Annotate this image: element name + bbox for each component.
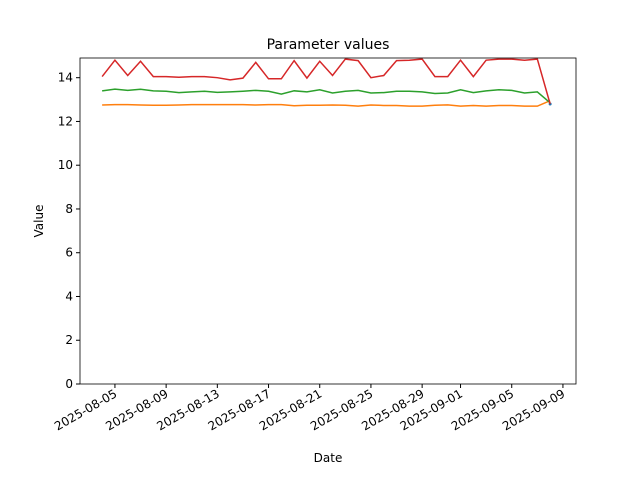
y-tick-label: 4 [65, 289, 73, 303]
series-line [102, 88, 551, 104]
y-tick-label: 6 [65, 246, 73, 260]
y-tick-label: 14 [58, 71, 73, 85]
plot-frame [79, 57, 577, 385]
y-tick-label: 10 [58, 158, 73, 172]
y-tick-label: 2 [65, 333, 73, 347]
series-line [102, 99, 551, 107]
series-line [101, 58, 551, 105]
y-tick-label: 12 [58, 114, 73, 128]
chart-title: Parameter values [267, 37, 390, 53]
x-axis-label: Date [314, 451, 343, 465]
y-tick-label: 0 [65, 377, 73, 391]
y-axis-label: Value [32, 205, 46, 238]
y-tick-label: 8 [65, 202, 73, 216]
